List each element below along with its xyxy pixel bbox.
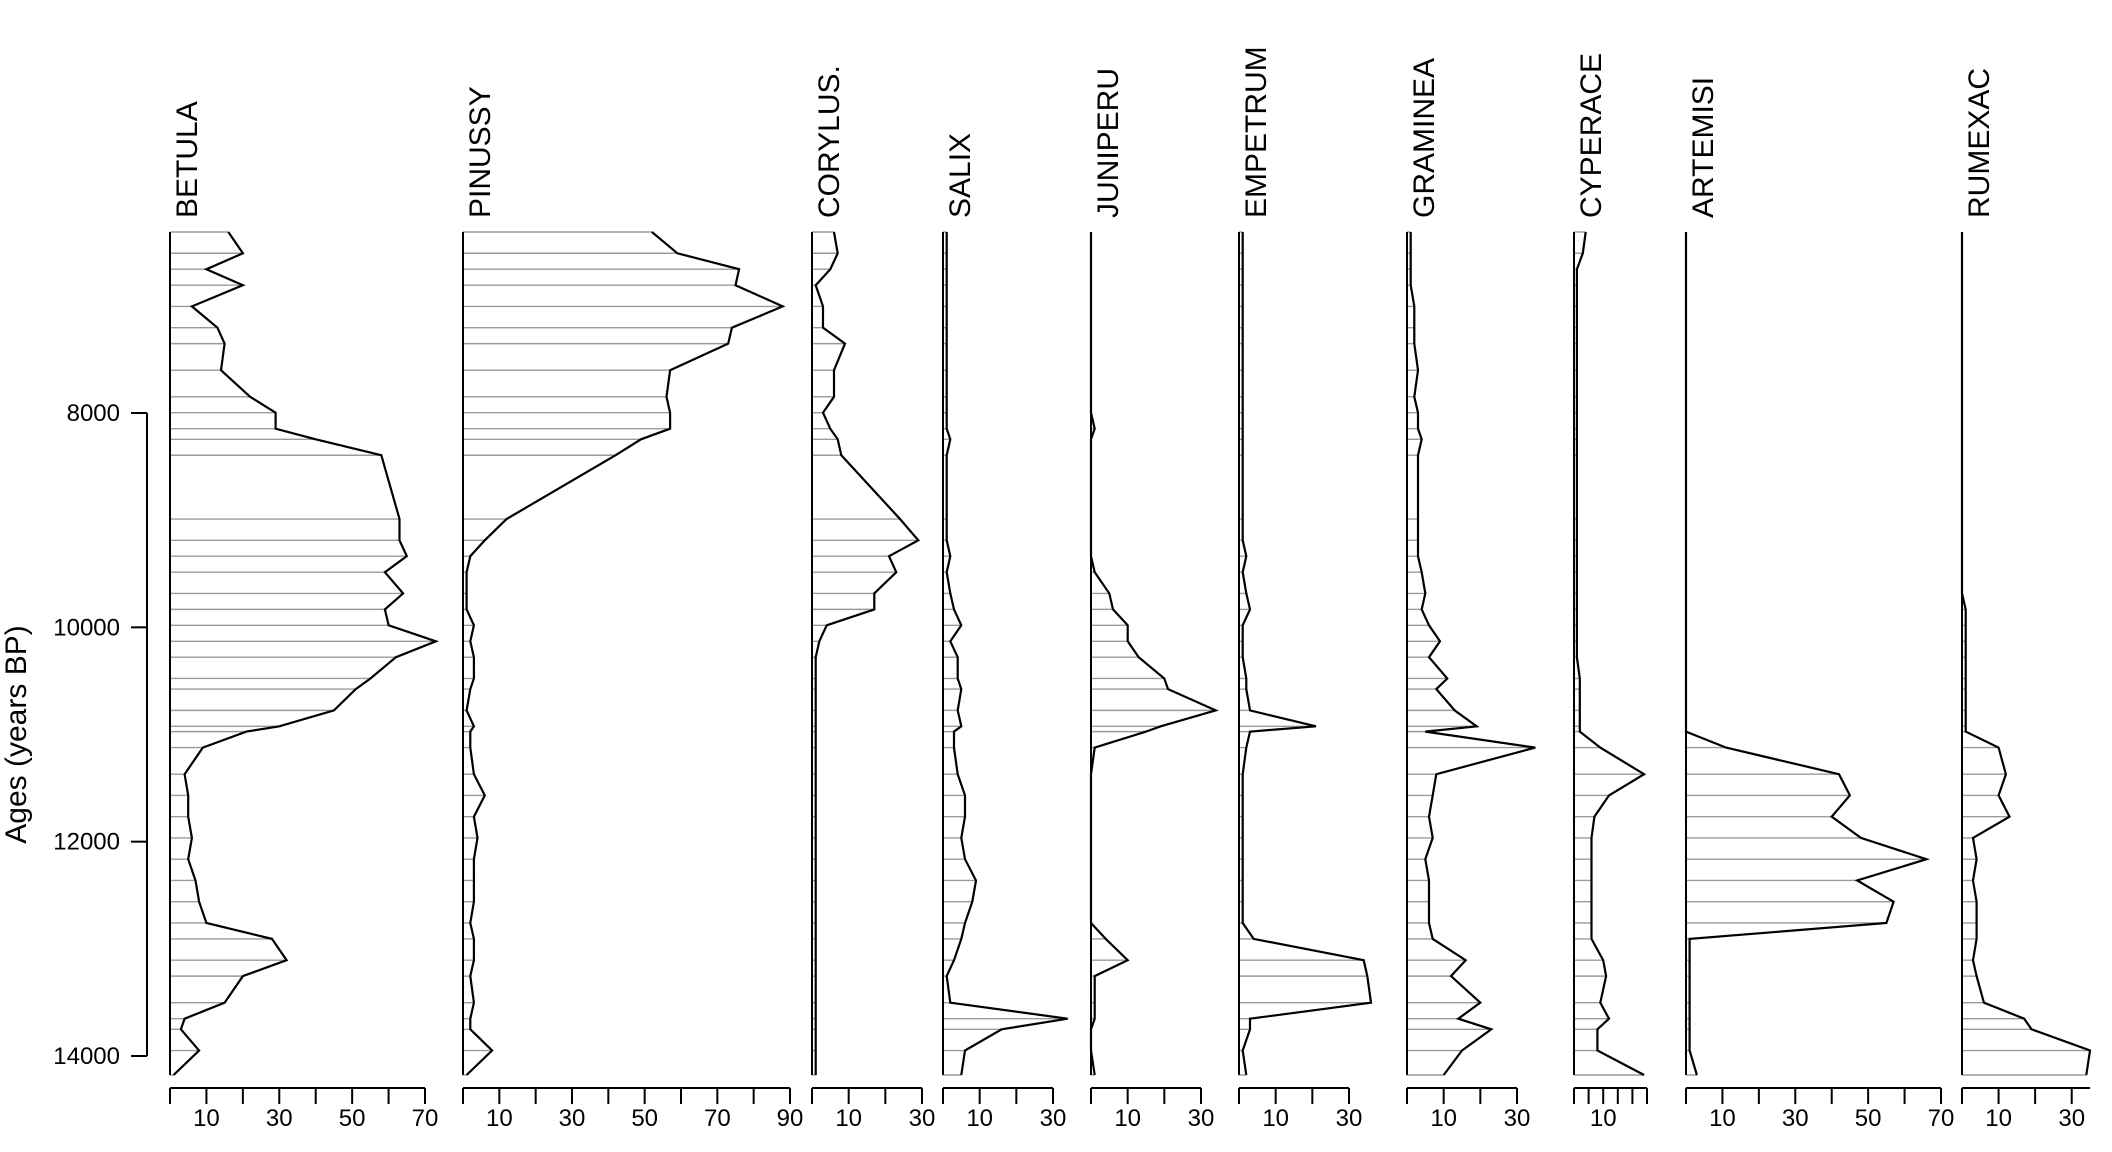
taxon-label: EMPETRUM <box>1240 46 1273 218</box>
x-tick-label: 70 <box>704 1105 731 1132</box>
age-axis: 8000 10000 12000 14000 Ages (years BP) <box>0 400 148 1070</box>
taxon-panel-betula: BETULA 10 30 50 70 <box>169 101 440 1132</box>
x-tick-label: 50 <box>631 1105 658 1132</box>
x-tick-label: 30 <box>1336 1105 1363 1132</box>
age-axis-title: Ages (years BP) <box>0 625 33 843</box>
taxon-panel-empetrum: EMPETRUM 10 30 <box>1238 46 1373 1132</box>
x-tick-label: 10 <box>1430 1105 1457 1132</box>
x-tick-label: 10 <box>1114 1105 1141 1132</box>
age-tick-label: 10000 <box>53 614 120 641</box>
taxon-label: RUMEXAC <box>1963 68 1996 218</box>
taxon-silhouette-fill <box>1962 232 2090 1075</box>
taxon-panel-cyperace: CYPERACE 10 <box>1573 53 1648 1132</box>
x-tick-label: 50 <box>339 1105 366 1132</box>
x-tick-label: 30 <box>2058 1105 2085 1132</box>
x-tick-label: 30 <box>1040 1105 1067 1132</box>
taxon-curve <box>1684 232 1931 1076</box>
x-tick-label: 70 <box>412 1105 439 1132</box>
taxon-curve <box>814 231 921 1075</box>
taxon-panel-juniperu: JUNIPERU 10 30 <box>1089 68 1219 1132</box>
taxon-silhouette-fill <box>1407 232 1536 1075</box>
x-tick-label: 50 <box>1855 1105 1882 1132</box>
taxon-label: JUNIPERU <box>1092 68 1125 218</box>
age-tick-label: 8000 <box>67 400 120 427</box>
x-tick-label: 30 <box>266 1105 293 1132</box>
taxon-panels: BETULA 10 30 50 70 PINUSSY 10 30 50 70 90 CORYLUS. 1… <box>169 46 2092 1132</box>
taxon-curve <box>945 232 1068 1076</box>
x-tick-label: 30 <box>1504 1105 1531 1132</box>
taxon-label: PINUSSY <box>464 86 497 218</box>
taxon-silhouette-fill <box>1574 232 1645 1075</box>
taxon-panel-graminea: GRAMINEA 10 30 <box>1406 58 1536 1132</box>
x-tick-label: 10 <box>1590 1105 1617 1132</box>
taxon-panel-artemisi: ARTEMISI 10 30 50 70 <box>1684 77 1955 1132</box>
age-tick-label: 14000 <box>53 1043 120 1070</box>
x-tick-label: 10 <box>966 1105 993 1132</box>
taxon-silhouette-fill <box>943 232 1068 1075</box>
x-tick-label: 10 <box>486 1105 513 1132</box>
taxon-silhouette-fill <box>1239 232 1371 1075</box>
x-tick-label: 30 <box>559 1105 586 1132</box>
taxon-curve <box>1960 232 2092 1076</box>
x-tick-label: 70 <box>1928 1105 1955 1132</box>
x-tick-label: 30 <box>909 1105 936 1132</box>
taxon-label: ARTEMISI <box>1687 77 1720 218</box>
x-tick-label: 10 <box>193 1105 220 1132</box>
taxon-curve <box>1575 231 1647 1076</box>
x-tick-label: 10 <box>835 1105 862 1132</box>
taxon-panel-salix: SALIX 10 30 <box>942 133 1068 1132</box>
x-tick-label: 90 <box>777 1105 804 1132</box>
x-tick-label: 30 <box>1188 1105 1215 1132</box>
taxon-panel-pinussy: PINUSSY 10 30 50 70 90 <box>462 86 804 1132</box>
taxon-label: BETULA <box>171 101 204 218</box>
taxon-silhouette-fill <box>1686 232 1927 1075</box>
x-tick-label: 10 <box>1985 1105 2012 1132</box>
x-tick-label: 30 <box>1782 1105 1809 1132</box>
taxon-curve <box>172 231 440 1076</box>
taxon-panel-corylus: CORYLUS. 10 30 <box>811 65 936 1132</box>
taxon-silhouette-fill <box>1091 232 1216 1075</box>
taxon-label: SALIX <box>944 133 977 218</box>
taxon-label: CORYLUS. <box>813 65 846 218</box>
x-tick-label: 10 <box>1709 1105 1736 1132</box>
taxon-silhouette-fill <box>170 232 436 1075</box>
x-tick-label: 10 <box>1262 1105 1289 1132</box>
taxon-silhouette-fill <box>463 232 783 1075</box>
taxon-curve <box>1409 232 1536 1076</box>
taxon-label: CYPERACE <box>1575 53 1608 218</box>
age-tick-label: 12000 <box>53 829 120 856</box>
taxon-silhouette-fill <box>812 232 919 1075</box>
taxon-curve <box>1241 232 1373 1076</box>
taxon-label: GRAMINEA <box>1408 58 1441 218</box>
taxon-panel-rumexac: RUMEXAC 10 30 <box>1960 68 2092 1132</box>
taxon-curve <box>465 231 786 1076</box>
